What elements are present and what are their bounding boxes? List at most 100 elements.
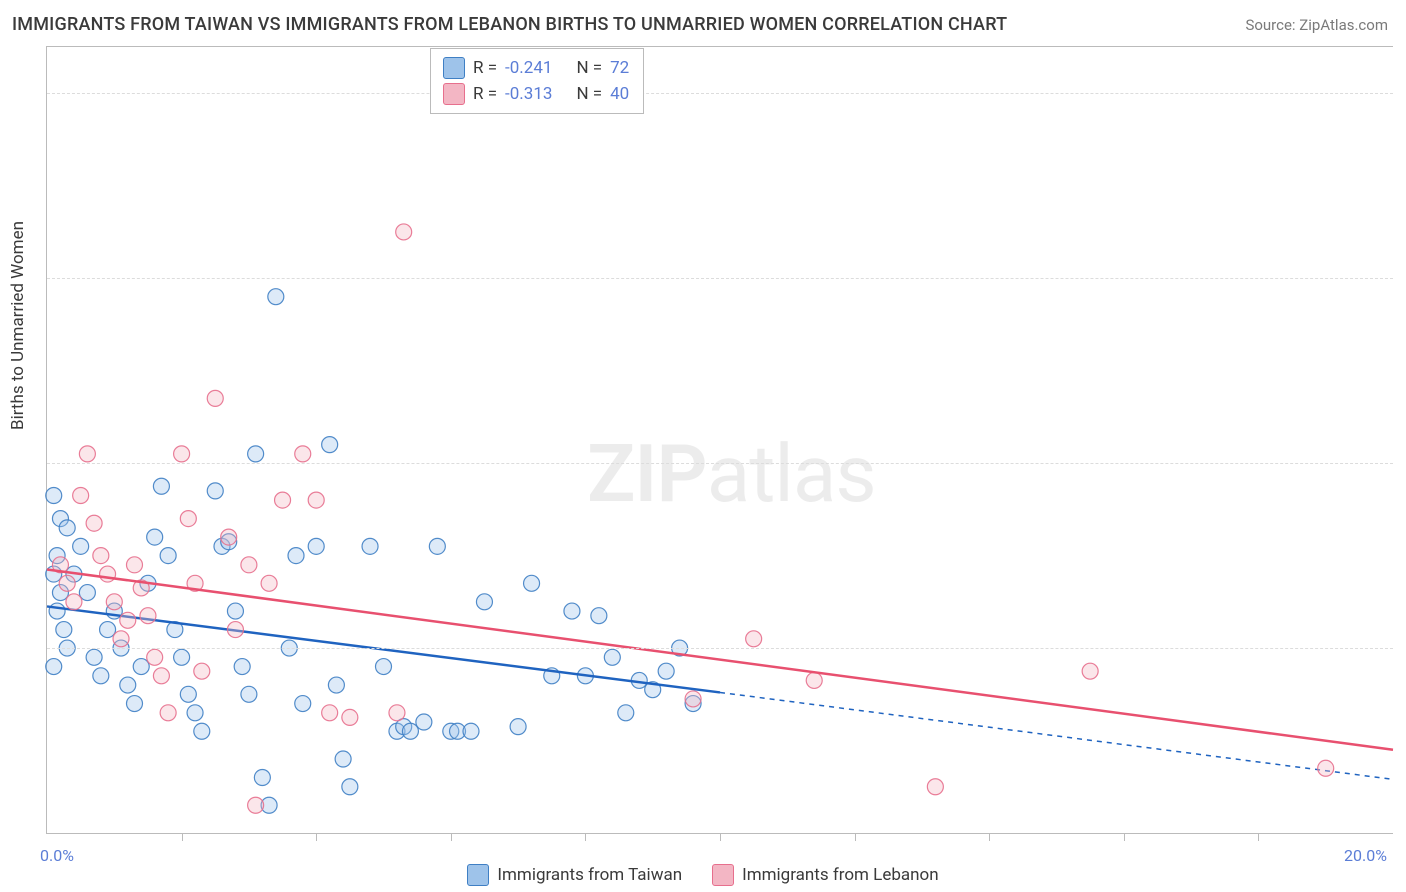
data-point bbox=[328, 677, 344, 693]
y-tick-label: 80.0% bbox=[1398, 83, 1406, 102]
data-point bbox=[73, 487, 89, 503]
data-point bbox=[591, 608, 607, 624]
data-point bbox=[402, 723, 418, 739]
data-point bbox=[927, 779, 943, 795]
x-tick-mark bbox=[989, 833, 990, 841]
data-point bbox=[49, 603, 65, 619]
legend-label: Immigrants from Taiwan bbox=[497, 865, 682, 885]
data-point bbox=[100, 622, 116, 638]
data-point bbox=[153, 668, 169, 684]
data-point bbox=[79, 446, 95, 462]
data-point bbox=[295, 696, 311, 712]
data-point bbox=[126, 696, 142, 712]
y-tick-label: 20.0% bbox=[1398, 638, 1406, 657]
data-point bbox=[806, 672, 822, 688]
data-point bbox=[120, 612, 136, 628]
data-point bbox=[187, 705, 203, 721]
data-point bbox=[180, 511, 196, 527]
data-point bbox=[685, 691, 701, 707]
y-tick-label: 60.0% bbox=[1398, 268, 1406, 287]
data-point bbox=[86, 515, 102, 531]
n-value: 72 bbox=[610, 55, 629, 81]
data-point bbox=[510, 719, 526, 735]
source-label: Source: bbox=[1245, 16, 1295, 34]
legend-swatch bbox=[712, 864, 734, 886]
gridline bbox=[47, 463, 1393, 464]
data-point bbox=[396, 224, 412, 240]
data-point bbox=[308, 492, 324, 508]
data-point bbox=[120, 677, 136, 693]
data-point bbox=[160, 705, 176, 721]
x-tick-mark bbox=[1124, 833, 1125, 841]
legend-item: Immigrants from Taiwan bbox=[467, 864, 682, 886]
plot-svg bbox=[47, 47, 1393, 833]
series-swatch bbox=[443, 57, 465, 79]
data-point bbox=[261, 575, 277, 591]
data-point bbox=[241, 686, 257, 702]
n-value: 40 bbox=[610, 81, 629, 107]
data-point bbox=[207, 483, 223, 499]
data-point bbox=[658, 663, 674, 679]
source-value: ZipAtlas.com bbox=[1299, 16, 1388, 34]
x-tick-mark bbox=[451, 833, 452, 841]
stats-row: R = -0.241 N = 72 bbox=[443, 55, 629, 81]
r-value: -0.241 bbox=[505, 55, 552, 81]
data-point bbox=[140, 608, 156, 624]
data-point bbox=[133, 659, 149, 675]
data-point bbox=[564, 603, 580, 619]
data-point bbox=[342, 709, 358, 725]
n-label: N = bbox=[576, 81, 602, 107]
x-tick-mark bbox=[720, 833, 721, 841]
data-point bbox=[56, 622, 72, 638]
data-point bbox=[248, 797, 264, 813]
legend: Immigrants from Taiwan Immigrants from Le… bbox=[0, 864, 1406, 886]
data-point bbox=[416, 714, 432, 730]
data-point bbox=[221, 529, 237, 545]
data-point bbox=[308, 538, 324, 554]
data-point bbox=[429, 538, 445, 554]
data-point bbox=[174, 649, 190, 665]
data-point bbox=[46, 487, 62, 503]
gridline bbox=[47, 93, 1393, 94]
trend-line bbox=[47, 569, 1393, 749]
y-tick-label: 40.0% bbox=[1398, 453, 1406, 472]
gridline bbox=[47, 648, 1393, 649]
page-title: IMMIGRANTS FROM TAIWAN VS IMMIGRANTS FRO… bbox=[12, 14, 1007, 35]
x-tick-mark bbox=[855, 833, 856, 841]
data-point bbox=[100, 566, 116, 582]
x-tick-label: 20.0% bbox=[1344, 846, 1387, 865]
series-swatch bbox=[443, 83, 465, 105]
x-tick-mark bbox=[316, 833, 317, 841]
x-tick-mark bbox=[585, 833, 586, 841]
data-point bbox=[207, 390, 223, 406]
data-point bbox=[106, 594, 122, 610]
data-point bbox=[335, 751, 351, 767]
data-point bbox=[1318, 760, 1334, 776]
data-point bbox=[268, 289, 284, 305]
data-point bbox=[254, 770, 270, 786]
stats-row: R =-0.313N = 40 bbox=[443, 81, 629, 107]
data-point bbox=[476, 594, 492, 610]
legend-item: Immigrants from Lebanon bbox=[712, 864, 939, 886]
data-point bbox=[241, 557, 257, 573]
data-point bbox=[322, 705, 338, 721]
data-point bbox=[160, 548, 176, 564]
data-point bbox=[66, 594, 82, 610]
data-point bbox=[604, 649, 620, 665]
stats-box: R = -0.241 N = 72R = -0.313 N = 40 bbox=[430, 48, 644, 114]
r-label: R = bbox=[473, 55, 497, 81]
n-label: N = bbox=[576, 55, 602, 81]
legend-swatch bbox=[467, 864, 489, 886]
gridline bbox=[47, 278, 1393, 279]
r-value: -0.313 bbox=[505, 81, 552, 107]
data-point bbox=[234, 659, 250, 675]
data-point bbox=[153, 478, 169, 494]
data-point bbox=[73, 538, 89, 554]
data-point bbox=[180, 686, 196, 702]
data-point bbox=[322, 437, 338, 453]
data-point bbox=[342, 779, 358, 795]
data-point bbox=[194, 663, 210, 679]
data-point bbox=[288, 548, 304, 564]
x-tick-mark bbox=[182, 833, 183, 841]
data-point bbox=[126, 557, 142, 573]
